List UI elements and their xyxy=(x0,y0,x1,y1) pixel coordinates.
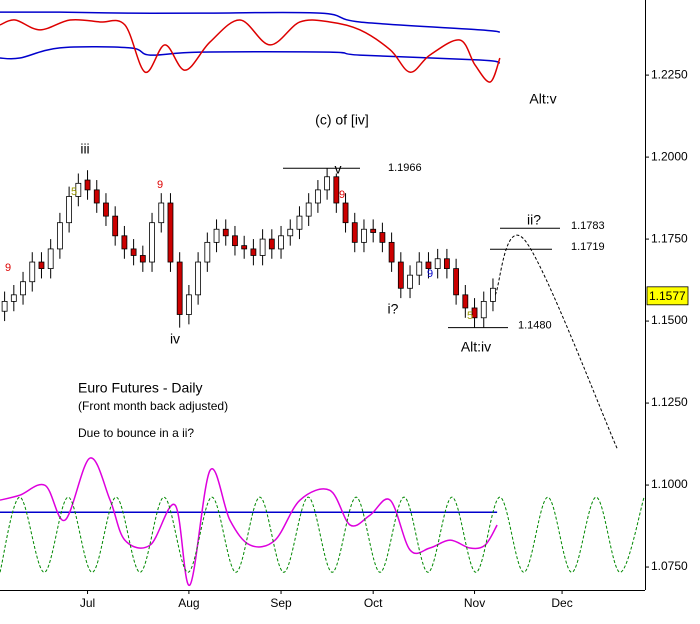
y-tick-label: 1.2250 xyxy=(651,67,688,81)
wave-label: 9 xyxy=(157,179,163,191)
candle-body xyxy=(268,238,275,250)
candle-body xyxy=(397,261,404,289)
x-tick-label: Jul xyxy=(80,596,95,610)
candle-body xyxy=(176,261,183,315)
candle-body xyxy=(103,202,109,217)
y-tick-label: 1.2000 xyxy=(651,149,688,163)
candle-body xyxy=(167,202,174,263)
candle-body xyxy=(56,222,63,250)
wave-label: Alt:v xyxy=(529,91,556,107)
y-tick-label: 1.1750 xyxy=(651,231,688,245)
wave-label: 9 xyxy=(5,262,11,274)
candle-body xyxy=(250,248,257,256)
candle-body xyxy=(278,235,284,250)
candle-body xyxy=(296,215,303,230)
x-tick-label: Sep xyxy=(270,596,292,610)
chart-title: Euro Futures - Daily xyxy=(78,380,202,396)
candle-body xyxy=(490,287,496,302)
x-tick-label: Aug xyxy=(178,596,199,610)
candle-body xyxy=(324,176,331,191)
candle-body xyxy=(407,274,413,289)
candle-body xyxy=(112,215,119,237)
indicator-line xyxy=(0,457,498,586)
candle-body xyxy=(241,245,248,250)
candle-body xyxy=(379,232,386,243)
candle-body xyxy=(416,261,423,276)
last-price-label: 1.1577 xyxy=(649,289,686,303)
candle-body xyxy=(66,196,73,224)
candle-body xyxy=(388,241,395,263)
candle-body xyxy=(287,228,294,237)
candle-body xyxy=(84,179,91,191)
candle-body xyxy=(149,222,155,263)
candle-body xyxy=(471,307,478,319)
candle-body xyxy=(305,202,312,217)
y-tick-label: 1.1500 xyxy=(651,313,688,327)
candle-body xyxy=(195,261,202,296)
chart-note: Due to bounce in a ii? xyxy=(78,426,194,440)
candle-body xyxy=(38,261,45,269)
candle-body xyxy=(213,228,220,243)
x-tick-label: Oct xyxy=(364,596,383,610)
x-tick-label: Nov xyxy=(464,596,485,610)
chart-subtitle: (Front month back adjusted) xyxy=(78,399,228,413)
candle-body xyxy=(158,202,165,224)
level-label: 1.1966 xyxy=(388,162,422,174)
candle-body xyxy=(139,255,146,263)
y-tick-label: 1.1000 xyxy=(651,477,688,491)
level-label: 1.1719 xyxy=(571,241,605,253)
candle-body xyxy=(342,202,349,224)
indicator-line xyxy=(0,496,645,573)
candle-body xyxy=(93,189,100,204)
candle-body xyxy=(47,248,54,269)
candle-body xyxy=(361,228,367,243)
last-price-tag xyxy=(646,286,689,306)
candle-body xyxy=(370,228,377,233)
candle-body xyxy=(453,268,460,296)
indicator-line xyxy=(0,18,501,83)
level-label: 1.1783 xyxy=(571,220,605,232)
wave-label: i? xyxy=(388,301,399,317)
x-tick-label: Dec xyxy=(551,596,572,610)
indicator-line xyxy=(0,46,501,64)
candle-body xyxy=(480,300,487,319)
candle-body xyxy=(443,258,450,269)
candle-body xyxy=(75,182,82,197)
candle-body xyxy=(425,261,432,269)
candle-body xyxy=(222,228,229,237)
wave-label: iv xyxy=(170,331,180,347)
y-tick-label: 1.0750 xyxy=(651,559,688,573)
candle-body xyxy=(10,294,17,302)
candle-body xyxy=(434,258,441,269)
y-tick-label: 1.1250 xyxy=(651,395,688,409)
indicator-line xyxy=(0,11,500,33)
candle-body xyxy=(185,294,192,315)
candle-body xyxy=(29,261,36,283)
candle-body xyxy=(130,248,137,256)
wave-label: 5 xyxy=(71,186,77,198)
candle-body xyxy=(1,300,8,312)
wave-label: iii xyxy=(80,141,89,157)
candle-body xyxy=(333,176,340,204)
candle-body xyxy=(314,189,321,204)
wave-label: (c) of [iv] xyxy=(315,112,369,128)
wave-label: ii? xyxy=(527,212,541,228)
candle-body xyxy=(204,241,211,263)
candle-body xyxy=(259,238,266,256)
candle-body xyxy=(351,222,358,243)
wave-label: 5 xyxy=(467,310,473,322)
candle-body xyxy=(121,235,128,250)
level-label: 1.1480 xyxy=(518,320,552,332)
candle-body xyxy=(232,235,238,247)
wave-label: 9 xyxy=(339,189,345,201)
candle-body xyxy=(20,281,26,296)
wave-label: v xyxy=(335,161,342,177)
wave-label: Alt:iv xyxy=(461,339,491,355)
wave-label: 9 xyxy=(427,268,433,280)
candle-body xyxy=(462,294,469,309)
